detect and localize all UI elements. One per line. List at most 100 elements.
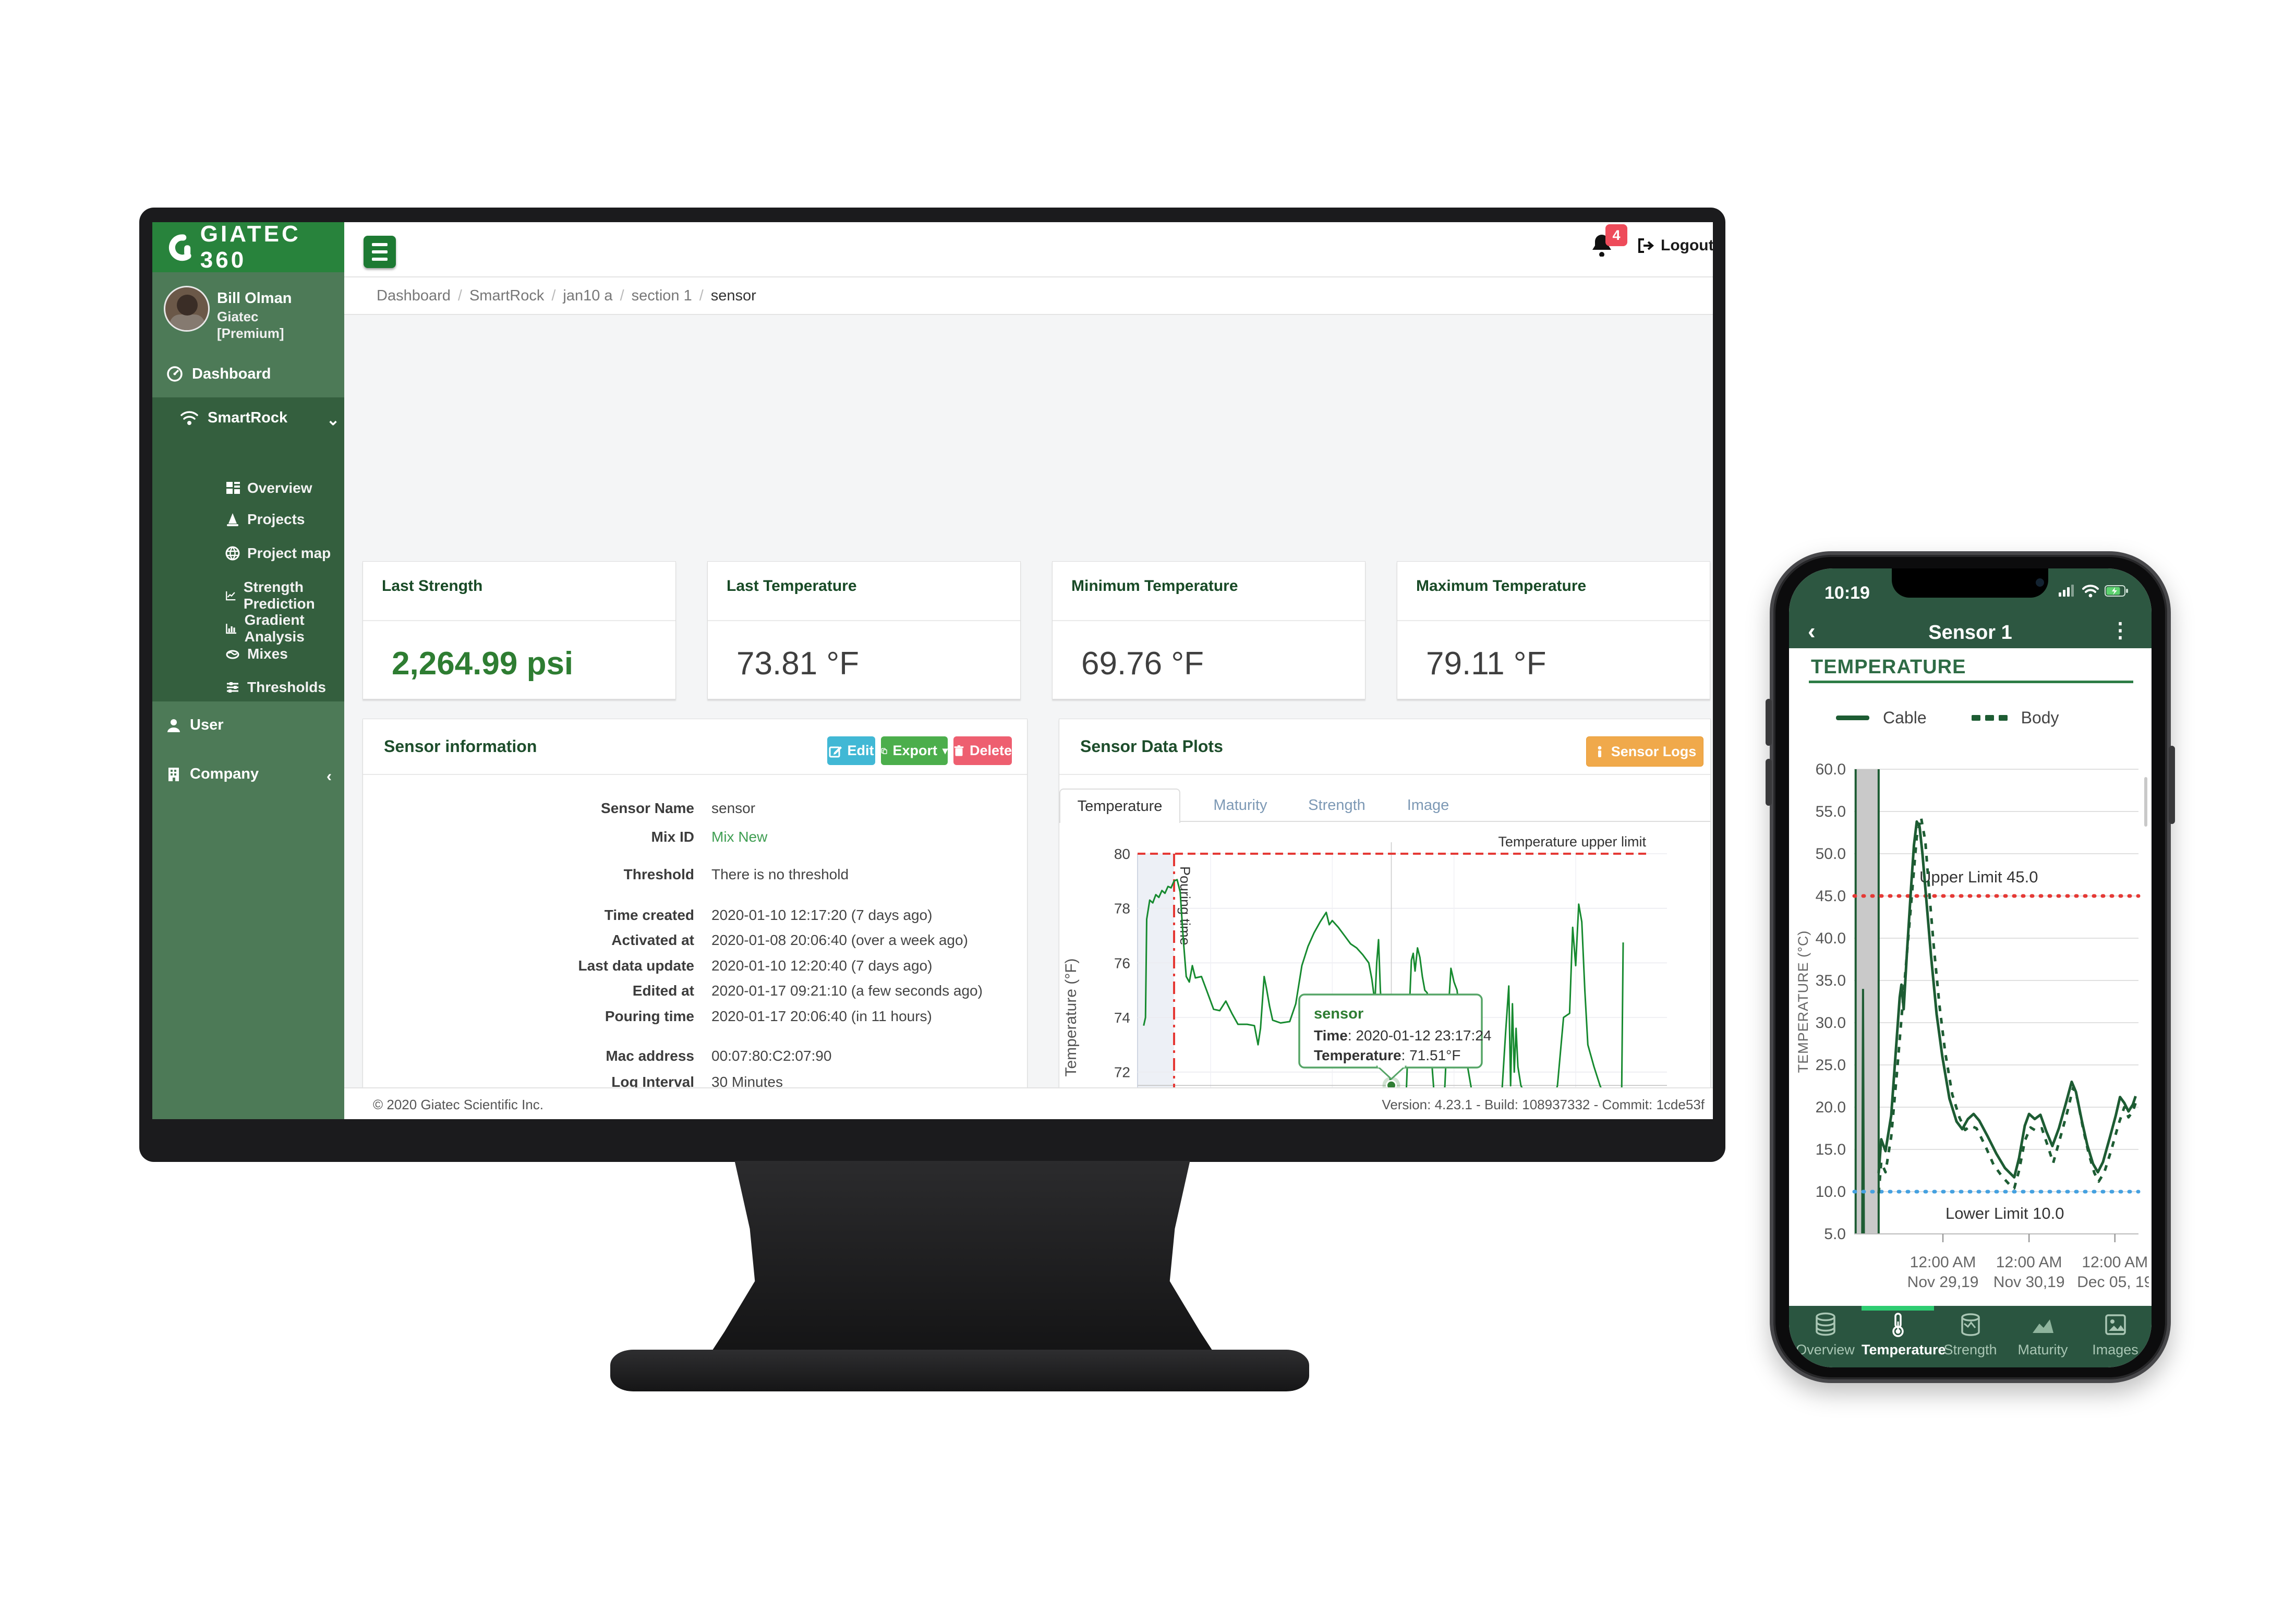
info-row: Mix ID Mix New [363,829,1027,850]
breadcrumb-separator: / [551,287,556,304]
svg-text:5.0: 5.0 [1824,1226,1846,1243]
nav-maturity[interactable]: Maturity [2007,1312,2079,1358]
tab-image[interactable]: Image [1407,796,1449,814]
app-logo-text: GIATEC 360 [200,222,301,273]
phone-clock: 10:19 [1824,583,1870,603]
breadcrumb-separator: / [620,287,624,304]
breadcrumb-item[interactable]: section 1 [631,287,692,304]
chevron-left-icon[interactable]: ‹ [327,768,332,785]
logout-icon [1638,238,1654,253]
info-label: Threshold [623,866,694,882]
info-row: Mac address 00:07:80:C2:07:90 [363,1048,1027,1069]
info-icon [1598,746,1602,757]
svg-text:60.0: 60.0 [1816,761,1846,778]
stat-card-title: Maximum Temperature [1416,577,1587,595]
stat-card-maximum-temperature: Maximum Temperature 79.11 °F [1397,561,1710,699]
cylinder-chart-icon [1961,1313,1980,1336]
info-value[interactable]: Mix New [711,829,768,845]
delete-button[interactable]: Delete [953,736,1012,765]
building-icon [168,767,179,781]
info-value: 2020-01-10 12:17:20 (7 days ago) [711,907,933,923]
caret-down-icon: ▾ [942,745,948,757]
stat-card-minimum-temperature: Minimum Temperature 69.76 °F [1052,561,1365,699]
sub-item-icon [227,682,238,693]
desktop-screen: GIATEC 360 Bill Olman Giatec [Premium] D… [152,222,1713,1119]
info-label: Mix ID [651,829,694,845]
info-label: Mac address [606,1048,694,1064]
svg-text:35.0: 35.0 [1816,972,1846,989]
avatar[interactable] [164,286,210,332]
svg-text:76: 76 [1114,955,1130,971]
breadcrumb-item[interactable]: jan10 a [563,287,613,304]
overflow-menu-button[interactable]: ⋮ [2110,619,2131,642]
stat-card-title: Last Temperature [727,577,857,595]
notifications-button[interactable]: 4 [1591,224,1627,259]
export-icon [881,747,887,754]
tab-temperature[interactable]: Temperature [1059,789,1180,823]
sensor-info-title: Sensor information [384,737,537,756]
info-value: sensor [711,800,756,816]
info-value: 2020-01-10 12:20:40 (7 days ago) [711,957,933,974]
giatec-logo-icon [168,234,191,261]
stat-card-last-strength: Last Strength 2,264.99 psi [362,561,676,699]
sidebar-item-gradient-analysis[interactable]: Gradient Analysis [225,612,344,645]
phone-temperature-chart[interactable]: 5.0 10.0 15.0 20.0 25.0 30.0 35.0 40.0 45.0 50.0 5… [1794,741,2149,1296]
info-row: Pouring time 2020-01-17 20:06:40 (in 11 h… [363,1008,1027,1029]
info-value: 2020-01-17 09:21:10 (a few seconds ago) [711,983,983,999]
info-value: 2020-01-17 20:06:40 (in 11 hours) [711,1008,932,1024]
nav-strength[interactable]: Strength [1934,1312,2007,1358]
sidebar-item-projects[interactable]: Projects [225,511,305,528]
sub-item-icon [226,482,240,494]
breadcrumb-item[interactable]: Dashboard [377,287,451,304]
tab-strength[interactable]: Strength [1308,796,1365,814]
sidebar-item-mixes[interactable]: Mixes [225,646,288,662]
svg-text:Lower Limit 10.0: Lower Limit 10.0 [1945,1204,2064,1222]
nav-images[interactable]: Images [2079,1312,2152,1358]
sidebar-item-strength-prediction[interactable]: Strength Prediction [225,579,344,612]
sidebar-item-dashboard[interactable]: Dashboard [166,365,271,383]
sidebar-item-smartrock[interactable]: SmartRock [179,409,287,427]
sidebar-item-user[interactable]: User [166,717,224,734]
sidebar-item-overview[interactable]: Overview [225,480,312,496]
svg-text:20.0: 20.0 [1816,1099,1846,1116]
sidebar-item-company[interactable]: Company [166,766,259,783]
signal-icon [2059,585,2074,597]
sidebar-item-thresholds[interactable]: Thresholds [225,679,326,696]
svg-text:Time: 2020-01-12 23:17:24: Time: 2020-01-12 23:17:24 [1314,1027,1491,1044]
back-button[interactable]: ‹ [1808,619,1816,644]
logout-button[interactable]: Logout [1637,237,1713,254]
section-underline [1809,681,2133,683]
tab-maturity[interactable]: Maturity [1213,796,1267,814]
scrollbar[interactable] [2144,777,2147,827]
svg-text:30.0: 30.0 [1816,1014,1846,1032]
sidebar-item-project-map[interactable]: Project map [225,545,331,562]
sub-item-icon [226,591,236,601]
version-text: Version: 4.23.1 - Build: 108937332 - Com… [1382,1097,1705,1112]
svg-text:Nov 30,19: Nov 30,19 [1993,1274,2065,1291]
plot-tabs: Temperature Maturity Strength Image [1059,789,1710,823]
sub-item-icon [226,650,239,659]
nav-temperature[interactable]: Temperature [1862,1312,1946,1358]
svg-text:Nov 29,19: Nov 29,19 [1907,1274,1979,1291]
svg-text:Temperature upper limit: Temperature upper limit [1498,834,1646,850]
export-button[interactable]: Export ▾ [881,736,948,765]
footer: © 2020 Giatec Scientific Inc. Version: 4… [344,1087,1713,1119]
info-value: 2020-01-08 20:06:40 (over a week ago) [711,932,968,948]
app-logo[interactable]: GIATEC 360 [152,222,344,273]
chevron-down-icon[interactable]: ⌄ [327,411,340,429]
breadcrumb-item[interactable]: SmartRock [469,287,545,304]
edit-button[interactable]: Edit [827,736,875,765]
menu-toggle-button[interactable] [364,236,396,268]
nav-overview[interactable]: Overview [1789,1312,1862,1358]
sensor-info-panel: Sensor information Edit Export ▾ Delete S… [362,719,1028,1119]
svg-text:45.0: 45.0 [1816,888,1846,905]
info-row: Log Interval 30 Minutes [363,1074,1027,1095]
info-value: 00:07:80:C2:07:90 [711,1048,832,1064]
breadcrumb-separator: / [699,287,704,304]
sensor-logs-button[interactable]: Sensor Logs [1586,736,1703,767]
monitor-stand-base [610,1350,1309,1391]
sub-item-icon [225,546,240,561]
battery-icon [2105,585,2128,597]
info-label: Activated at [611,932,694,948]
